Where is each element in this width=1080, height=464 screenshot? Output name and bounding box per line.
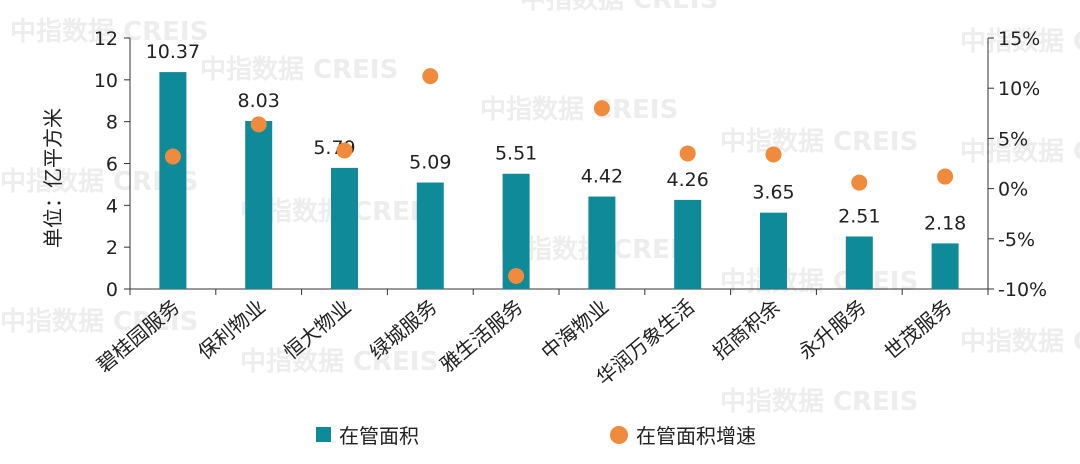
scatter-point xyxy=(679,145,696,162)
bar xyxy=(159,72,187,289)
scatter-point xyxy=(422,68,439,85)
watermark-text: 中指数据 CREIS xyxy=(960,27,1080,57)
bar xyxy=(416,182,444,289)
legend-bar-swatch xyxy=(316,427,331,442)
scatter-point xyxy=(937,168,954,185)
bar xyxy=(245,121,273,289)
bar-data-label: 5.51 xyxy=(495,143,537,165)
bar xyxy=(931,243,959,289)
bar-data-label: 2.18 xyxy=(924,212,966,234)
watermark-text: 中指数据 CREIS xyxy=(10,17,208,47)
legend-scatter-label: 在管面积增速 xyxy=(636,424,756,448)
bar xyxy=(588,196,616,289)
y-tick-label: 2 xyxy=(106,237,118,259)
x-tick-label: 世茂服务 xyxy=(880,294,957,364)
y2-tick-label: 15% xyxy=(998,28,1040,50)
bar-data-label: 2.51 xyxy=(838,205,880,227)
watermark-text: 中指数据 CREIS xyxy=(720,387,918,417)
bar-data-label: 5.09 xyxy=(409,152,451,174)
x-tick-label: 招商积余 xyxy=(708,294,785,364)
x-tick-label: 雅生活服务 xyxy=(435,294,527,377)
y-tick-label: 4 xyxy=(106,195,118,217)
scatter-point xyxy=(164,148,181,165)
y-tick-label: 10 xyxy=(94,70,118,92)
watermark-layer: 中指数据 CREIS 中指数据 CREIS 中指数据 CREIS 中指数据 CREIS… xyxy=(0,0,1080,417)
bar-data-label: 4.42 xyxy=(581,166,623,188)
watermark-text: 中指数据 CREIS xyxy=(520,0,718,15)
legend-scatter-swatch xyxy=(610,425,628,444)
x-tick-label: 永升服务 xyxy=(794,294,871,364)
y2-tick-label: 10% xyxy=(998,78,1040,100)
y-tick-label: 12 xyxy=(94,28,118,50)
bar xyxy=(845,236,873,289)
scatter-point xyxy=(593,100,610,117)
bar-data-label: 4.26 xyxy=(667,169,709,191)
scatter-point xyxy=(336,142,353,159)
watermark-text: 中指数据 CREIS xyxy=(960,327,1080,357)
watermark-text: 中指数据 CREIS xyxy=(0,307,198,337)
watermark-text: 中指数据 CREIS xyxy=(960,137,1080,167)
watermark-text: 中指数据 CREIS xyxy=(480,95,678,125)
bar-data-label: 10.37 xyxy=(146,41,200,63)
bar xyxy=(760,212,787,289)
y-tick-label: 6 xyxy=(106,154,118,176)
watermark-text: 中指数据 CREIS xyxy=(720,127,918,157)
bar xyxy=(674,199,702,289)
scatter-point xyxy=(508,267,525,284)
legend-item-bar: 在管面积 xyxy=(316,420,419,449)
y2-tick-label: -10% xyxy=(998,279,1047,301)
watermark-text: 中指数据 CREIS xyxy=(200,55,398,85)
y-tick-label: 0 xyxy=(106,279,118,301)
legend-item-scatter: 在管面积增速 xyxy=(610,420,756,449)
legend-bar-label: 在管面积 xyxy=(339,424,419,448)
bar xyxy=(331,167,358,289)
bar-data-label: 8.03 xyxy=(238,90,280,112)
y2-tick-label: -5% xyxy=(998,229,1035,251)
scatter-point xyxy=(250,116,267,133)
y-tick-label: 8 xyxy=(106,112,118,134)
scatter-point xyxy=(851,174,868,191)
y2-tick-label: 0% xyxy=(998,179,1028,201)
watermark-text: 中指数据 CREIS xyxy=(240,347,438,377)
scatter-point xyxy=(765,146,782,163)
y-axis-label: 单位：亿平方米 xyxy=(41,108,65,248)
bar-data-label: 3.65 xyxy=(752,182,794,204)
y2-tick-label: 5% xyxy=(998,128,1028,150)
x-tick-label: 中海物业 xyxy=(536,294,613,364)
watermark-text: 中指数据 CREIS xyxy=(720,267,918,297)
